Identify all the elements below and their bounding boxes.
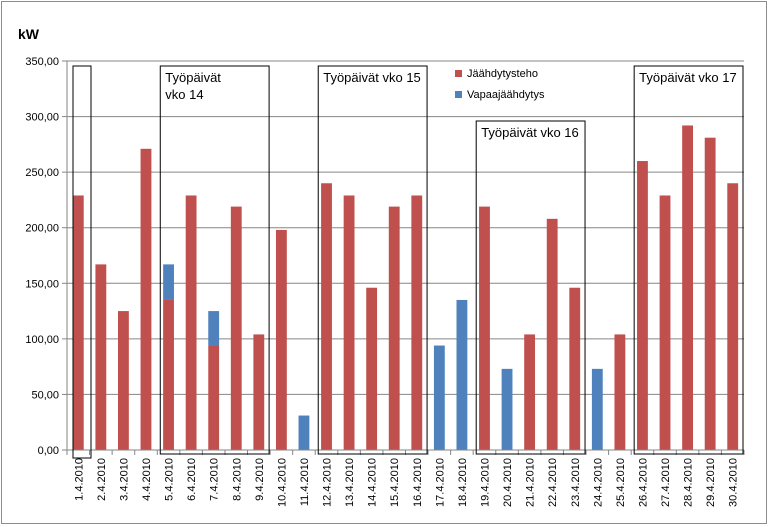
x-tick-label: 27.4.2010 — [660, 458, 672, 507]
x-tick-label: 8.4.2010 — [231, 458, 243, 501]
bar-vapaajaahdytys — [208, 311, 220, 346]
annotation-boxes: Työpäivät vko 14 Työpäivät vko 15 Työpäivät… — [72, 65, 744, 459]
x-tick-label: 17.4.2010 — [434, 458, 446, 507]
bar-jaahdytysteho — [569, 287, 581, 450]
week-box-label: vko 14 — [165, 87, 203, 102]
bar-vapaajaahdytys — [298, 415, 310, 450]
x-tick-label: 22.4.2010 — [547, 458, 559, 507]
bar-jaahdytysteho — [704, 137, 716, 450]
legend-swatch — [455, 91, 462, 98]
bar-jaahdytysteho — [163, 299, 174, 450]
bars — [72, 125, 739, 450]
bar-jaahdytysteho — [118, 311, 129, 450]
x-tick-label: 10.4.2010 — [276, 458, 288, 507]
y-tick-label: 250,00 — [25, 167, 59, 179]
week-box-label: Työpäivät — [165, 70, 221, 85]
legend-swatch — [455, 70, 462, 77]
bar-jaahdytysteho — [72, 195, 84, 450]
bar-jaahdytysteho — [479, 206, 490, 450]
x-tick-label: 6.4.2010 — [186, 458, 198, 501]
x-tick-label: 21.4.2010 — [525, 458, 537, 507]
bar-vapaajaahdytys — [501, 368, 513, 450]
y-tick-label: 150,00 — [25, 278, 59, 290]
y-tick-label: 200,00 — [25, 223, 59, 235]
x-tick-label: 18.4.2010 — [457, 458, 469, 507]
legend-label: Jäähdytysteho — [467, 68, 538, 80]
x-tick-label: 12.4.2010 — [322, 458, 334, 507]
gridlines — [62, 60, 744, 451]
bar-jaahdytysteho — [253, 334, 265, 450]
y-tick-label: 50,00 — [31, 389, 59, 401]
week-box-label: Työpäivät vko 15 — [323, 70, 421, 85]
x-tick-label: 23.4.2010 — [570, 458, 582, 507]
y-tick-labels: 0,00 50,00 100,00 150,00 200,00 250,00 300,00 3… — [25, 56, 59, 457]
legend: Jäähdytysteho Vapaajäähdytys — [455, 68, 545, 101]
bar-jaahdytysteho — [275, 229, 287, 450]
x-tick-label: 25.4.2010 — [615, 458, 627, 507]
x-tick-label: 3.4.2010 — [118, 458, 130, 501]
x-tick-label: 5.4.2010 — [164, 458, 176, 501]
bar-jaahdytysteho — [343, 195, 355, 450]
bar-jaahdytysteho — [230, 206, 242, 450]
week-box — [475, 120, 586, 455]
bar-jaahdytysteho — [95, 264, 107, 450]
bar-jaahdytysteho — [637, 161, 648, 450]
week-box-label: Työpäivät vko 17 — [639, 70, 737, 85]
bar-jaahdytysteho — [682, 125, 693, 450]
week-box — [72, 65, 92, 459]
y-tick-label: 300,00 — [25, 112, 59, 124]
y-axis-title: kW — [18, 26, 40, 42]
x-tick-label: 20.4.2010 — [502, 458, 514, 507]
week-box-label: Työpäivät vko 16 — [481, 125, 579, 140]
bar-jaahdytysteho — [140, 148, 152, 450]
bar-jaahdytysteho — [659, 195, 671, 450]
legend-label: Vapaajäähdytys — [467, 89, 545, 101]
x-tick-label: 13.4.2010 — [344, 458, 356, 507]
x-tick-label: 28.4.2010 — [683, 458, 695, 507]
x-tick-label: 2.4.2010 — [96, 458, 108, 501]
x-tick-label: 9.4.2010 — [254, 458, 266, 501]
bar-vapaajaahdytys — [433, 345, 445, 450]
x-tick-label: 14.4.2010 — [367, 458, 379, 507]
y-tick-label: 0,00 — [38, 445, 59, 457]
week-box — [317, 65, 428, 455]
x-tick-label: 16.4.2010 — [412, 458, 424, 507]
y-tick-label: 350,00 — [25, 56, 59, 68]
x-tick-label: 15.4.2010 — [389, 458, 401, 507]
bar-jaahdytysteho — [727, 183, 739, 450]
bar-jaahdytysteho — [366, 287, 378, 450]
bar-jaahdytysteho — [208, 345, 220, 450]
bar-jaahdytysteho — [388, 206, 400, 450]
x-tick-label: 26.4.2010 — [637, 458, 649, 507]
x-tick-label: 1.4.2010 — [73, 458, 85, 501]
bar-jaahdytysteho — [524, 334, 536, 450]
x-tick-label: 29.4.2010 — [705, 458, 717, 507]
bar-jaahdytysteho — [185, 195, 197, 450]
week-box — [159, 65, 270, 455]
bar-jaahdytysteho — [614, 334, 626, 450]
x-tick-label: 30.4.2010 — [728, 458, 740, 507]
x-tick-label: 4.4.2010 — [141, 458, 153, 501]
bar-jaahdytysteho — [411, 195, 423, 450]
y-tick-label: 100,00 — [25, 334, 59, 346]
bar-jaahdytysteho — [546, 218, 558, 450]
bar-vapaajaahdytys — [456, 299, 468, 450]
x-tick-label: 24.4.2010 — [592, 458, 604, 507]
week-box — [633, 65, 744, 455]
x-tick-label: 7.4.2010 — [209, 458, 221, 501]
x-tick-label: 11.4.2010 — [299, 458, 311, 506]
bar-vapaajaahdytys — [591, 368, 603, 450]
x-tick-label: 19.4.2010 — [479, 458, 491, 507]
x-tick-labels: 1.4.2010 2.4.2010 3.4.2010 4.4.2010 5.4.2010… — [73, 458, 739, 507]
bar-jaahdytysteho — [321, 183, 332, 450]
bar-vapaajaahdytys — [163, 264, 174, 300]
